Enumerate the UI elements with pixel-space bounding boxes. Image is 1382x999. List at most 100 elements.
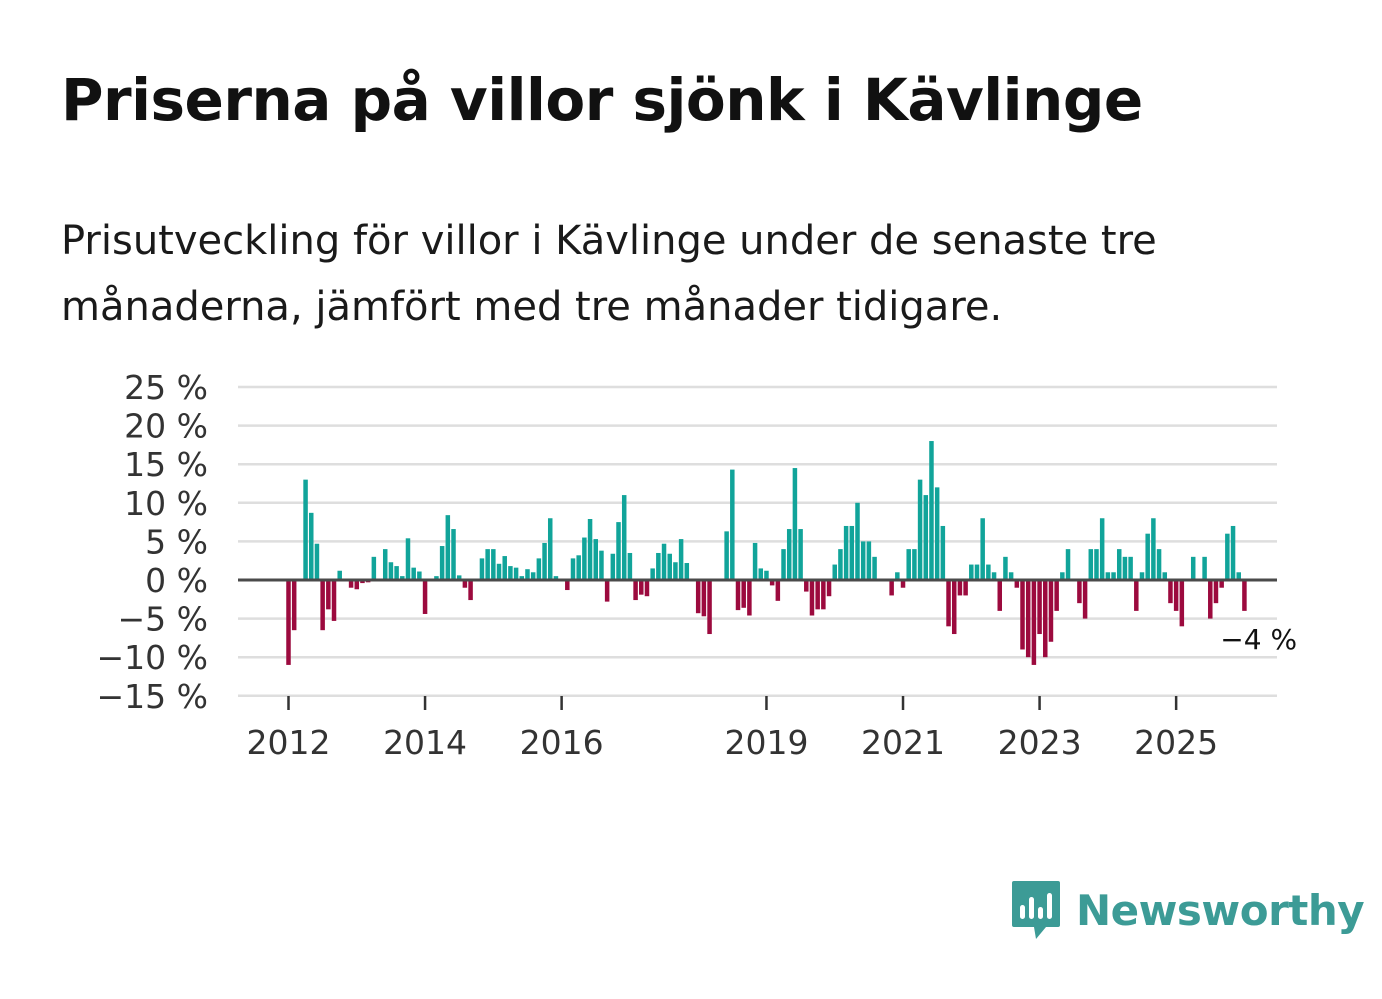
bar-positive — [1122, 556, 1128, 580]
bar-positive — [684, 563, 690, 580]
bar-negative — [462, 580, 468, 588]
bar-positive — [371, 556, 377, 580]
bar-positive — [536, 558, 542, 580]
bar-positive — [661, 543, 667, 580]
bars — [238, 441, 1277, 665]
bar-positive — [513, 567, 519, 580]
bar-positive — [1139, 572, 1145, 580]
bar-negative — [997, 580, 1002, 611]
bar-negative — [695, 580, 701, 614]
bar-negative — [644, 580, 650, 597]
bar-negative — [946, 580, 951, 627]
bar-negative — [889, 580, 894, 596]
bar-positive — [479, 558, 485, 580]
x-tick-label: 2025 — [1134, 723, 1218, 762]
y-tick-label: −15 % — [97, 677, 209, 716]
bar-positive — [610, 553, 616, 580]
bar-positive — [667, 553, 672, 580]
bar-positive — [764, 570, 769, 580]
bar-negative — [1082, 580, 1088, 619]
bar-positive — [730, 469, 735, 580]
bar-negative — [769, 580, 775, 586]
bar-positive — [303, 479, 308, 580]
bar-positive — [496, 563, 502, 580]
bar-positive — [656, 552, 661, 580]
y-axis-ticks: 25 %20 %15 %10 %5 %0 %−5 %−10 %−15 % — [97, 368, 209, 716]
bar-negative — [1219, 580, 1224, 588]
bar-positive — [906, 549, 911, 580]
newsworthy-logo-icon — [1012, 881, 1060, 939]
last-value-label: −4 % — [1220, 623, 1297, 656]
bar-negative — [1031, 580, 1037, 665]
bar-negative — [320, 580, 325, 631]
bar-positive — [1151, 518, 1156, 580]
x-axis-ticks: 2012 2014 2016 2019 2021 2023 2025 — [247, 696, 1218, 762]
x-tick-label: 2023 — [998, 723, 1082, 762]
bar-negative — [1054, 580, 1059, 611]
bar-positive — [929, 441, 934, 580]
bar-positive — [1003, 556, 1008, 580]
bar-positive — [570, 558, 576, 580]
bar-positive — [593, 539, 599, 580]
bar-negative — [957, 580, 963, 596]
bar-negative — [1037, 580, 1042, 635]
bar-positive — [917, 479, 923, 580]
bar-positive — [400, 576, 405, 580]
bar-positive — [314, 543, 320, 580]
bar-positive — [582, 537, 587, 580]
bar-positive — [872, 556, 877, 580]
bar-negative — [809, 580, 815, 616]
chart-title: Priserna på villor sjönk i Kävlinge — [61, 66, 1143, 134]
bar-negative — [1043, 580, 1048, 658]
bar-positive — [1094, 549, 1099, 580]
bar-positive — [1225, 533, 1230, 580]
bar-negative — [1134, 580, 1139, 611]
bar-positive — [491, 549, 496, 580]
bar-negative — [815, 580, 820, 610]
bar-positive — [1145, 533, 1150, 580]
bar-negative — [326, 580, 331, 610]
bar-positive — [1202, 556, 1207, 580]
y-tick-label: −5 % — [118, 600, 209, 639]
bar-positive — [411, 567, 416, 580]
bar-positive — [895, 572, 900, 580]
bar-positive — [855, 502, 860, 580]
bar-positive — [786, 529, 792, 580]
bar-negative — [821, 580, 826, 610]
bar-positive — [1008, 572, 1014, 580]
bar-positive — [986, 564, 991, 580]
bar-positive — [1162, 572, 1168, 580]
y-tick-label: 25 % — [124, 368, 208, 407]
bar-negative — [360, 580, 365, 584]
bar-positive — [1111, 572, 1116, 580]
bar-negative — [291, 580, 297, 631]
bar-positive — [616, 522, 621, 580]
bar-positive — [843, 525, 849, 580]
bar-positive — [525, 569, 530, 580]
bar-negative — [1242, 580, 1247, 611]
bar-negative — [639, 580, 644, 595]
bar-negative — [747, 580, 752, 616]
bar-positive — [434, 576, 439, 580]
bar-negative — [1014, 580, 1020, 588]
bar-positive — [974, 564, 980, 580]
bar-positive — [758, 568, 764, 580]
x-tick-label: 2019 — [724, 723, 808, 762]
bar-positive — [451, 529, 456, 580]
bar-negative — [1020, 580, 1025, 650]
y-tick-label: 5 % — [145, 522, 208, 561]
bar-positive — [849, 525, 855, 580]
bar-positive — [980, 518, 985, 580]
bar-positive — [866, 541, 872, 580]
bar-positive — [1156, 549, 1162, 580]
newsworthy-logo: Newsworthy — [1010, 878, 1365, 942]
bar-positive — [445, 515, 451, 580]
bar-negative — [963, 580, 968, 596]
grid-lines — [238, 385, 1277, 698]
x-tick-label: 2012 — [247, 723, 331, 762]
bar-positive — [838, 549, 843, 580]
bar-positive — [1060, 572, 1065, 580]
bar-positive — [530, 572, 536, 580]
x-tick-label: 2016 — [520, 723, 604, 762]
bar-positive — [752, 542, 758, 580]
